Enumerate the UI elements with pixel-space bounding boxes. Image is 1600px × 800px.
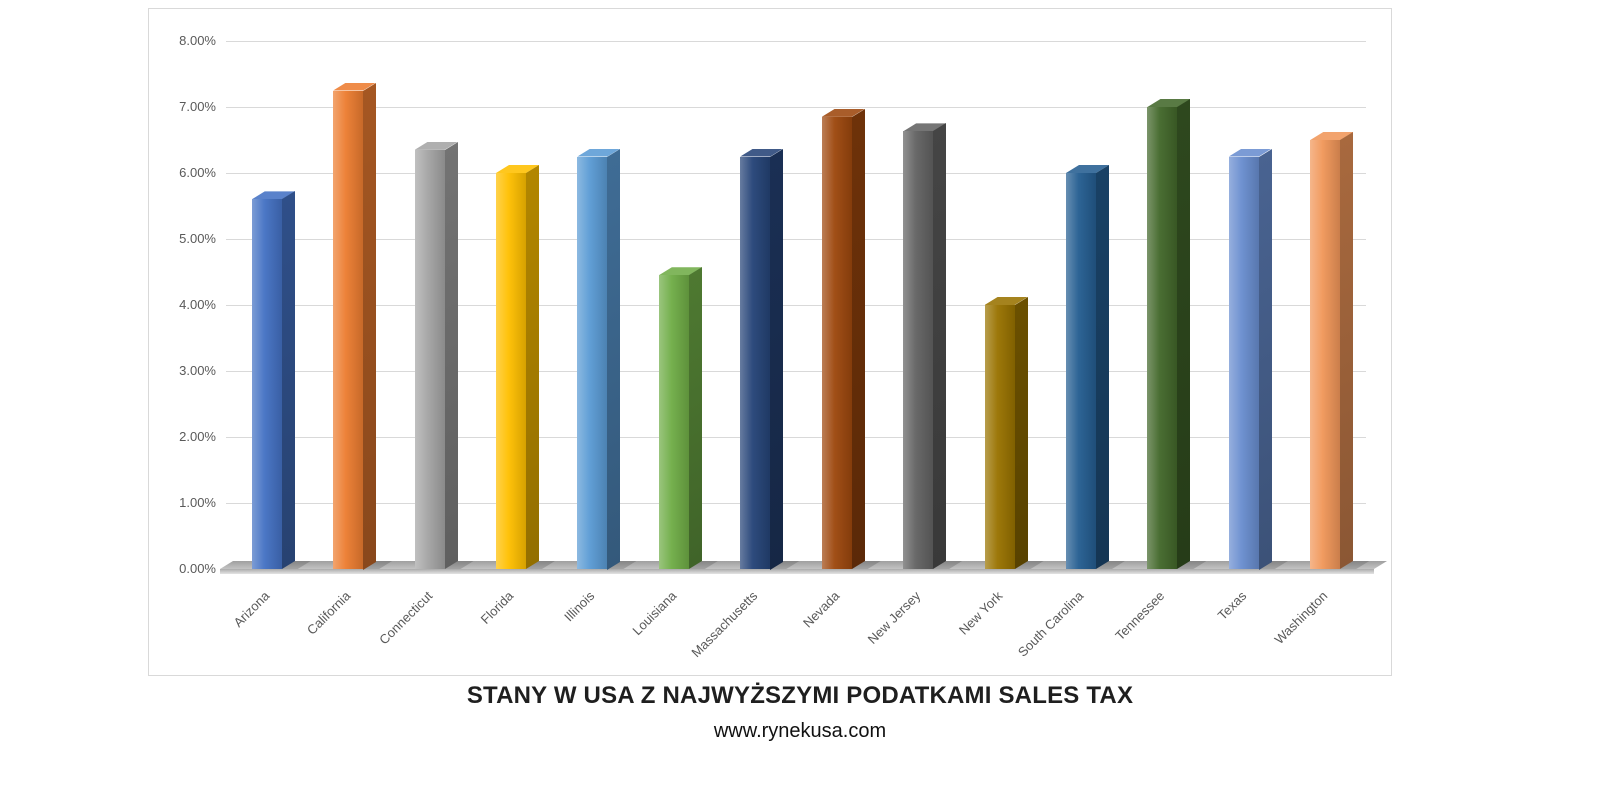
bar-side-face (526, 165, 539, 569)
chart-area: 0.00% 1.00% 2.00% 3.00% 4.00% 5.00% 6.00% 7.00%… (148, 8, 1392, 676)
bar-nevada (821, 116, 852, 569)
gridline (226, 238, 1366, 240)
chart-floor-edge (220, 569, 1374, 574)
bar-top-face (740, 148, 784, 157)
y-axis-tick-label: 0.00% (179, 561, 216, 576)
bar-top-face (903, 123, 947, 132)
bar-shadow (357, 561, 393, 569)
bar-top-face (577, 148, 621, 157)
bar-new-york (984, 305, 1015, 569)
gridline (226, 106, 1366, 108)
bar-top-face (658, 267, 702, 276)
gridline (226, 370, 1366, 372)
plot-area: 0.00% 1.00% 2.00% 3.00% 4.00% 5.00% 6.00% 7.00%… (179, 33, 1387, 660)
bar-arizona (251, 199, 282, 569)
bar-top-face (333, 82, 377, 91)
bar-shadow (1171, 561, 1207, 569)
bar-shadow (275, 561, 311, 569)
chart-floor (220, 561, 1387, 569)
gridline (226, 436, 1366, 438)
bar-shadow (764, 561, 800, 569)
bar-side-face (1340, 132, 1354, 569)
bar-top-face (1228, 148, 1272, 157)
bar-side-face (933, 123, 947, 569)
bar-florida (496, 173, 526, 569)
bar-top-face (1066, 165, 1109, 173)
y-axis-tick-label: 4.00% (179, 297, 216, 312)
gridline (226, 304, 1366, 306)
y-axis-tick-label: 8.00% (179, 33, 216, 48)
y-axis-tick-label: 1.00% (179, 495, 216, 510)
bar-shadow (1008, 561, 1044, 569)
y-axis-tick-label: 3.00% (179, 363, 216, 378)
bar-new-jersey (903, 131, 934, 569)
y-axis-tick-label: 6.00% (179, 165, 216, 180)
bar-top-face (1310, 132, 1354, 140)
bar-side-face (1096, 165, 1109, 569)
bar-side-face (1177, 99, 1191, 569)
bar-side-face (688, 267, 702, 569)
gridline (226, 40, 1366, 42)
bar-top-face (414, 141, 458, 150)
bar-shadow (1252, 561, 1288, 569)
bar-washington (1310, 140, 1341, 569)
bar-side-face (851, 108, 865, 569)
bar-shadow (1090, 561, 1125, 569)
bar-top-face (251, 191, 295, 200)
bar-shadow (682, 561, 718, 569)
bar-california (333, 90, 364, 569)
bar-shadow (927, 561, 963, 569)
bar-massachusetts (740, 156, 771, 569)
bar-tennessee (1147, 107, 1178, 569)
bar-shadow (1334, 561, 1370, 569)
bar-illinois (577, 156, 608, 569)
bar-side-face (1014, 297, 1028, 569)
bar-connecticut (414, 149, 445, 569)
bar-south-carolina (1066, 173, 1096, 569)
source-url-text: www.rynekusa.com (713, 720, 887, 742)
bar-shadow (601, 561, 637, 569)
bar-side-face (770, 148, 784, 569)
bar-side-face (1258, 148, 1272, 569)
bar-shadow (845, 561, 881, 569)
bar-top-face (496, 165, 539, 173)
chart-title: STANY W USA Z NAJWYŻSZYMI PODATKAMI SALE… (466, 682, 1134, 709)
bar-top-face (1147, 99, 1191, 107)
bar-top-face (984, 297, 1028, 305)
y-axis-tick-label: 7.00% (179, 99, 216, 114)
y-axis-tick-label: 2.00% (179, 429, 216, 444)
bar-side-face (281, 191, 295, 569)
bar-texas (1228, 156, 1259, 569)
bar-shadow (438, 561, 474, 569)
bar-louisiana (658, 275, 689, 569)
gridline (226, 502, 1366, 504)
bar-side-face (444, 141, 458, 569)
bar-shadow (520, 561, 555, 569)
bar-side-face (363, 82, 377, 569)
gridline (226, 172, 1366, 174)
y-axis-tick-label: 5.00% (179, 231, 216, 246)
bar-side-face (607, 148, 621, 569)
bar-top-face (821, 108, 865, 117)
